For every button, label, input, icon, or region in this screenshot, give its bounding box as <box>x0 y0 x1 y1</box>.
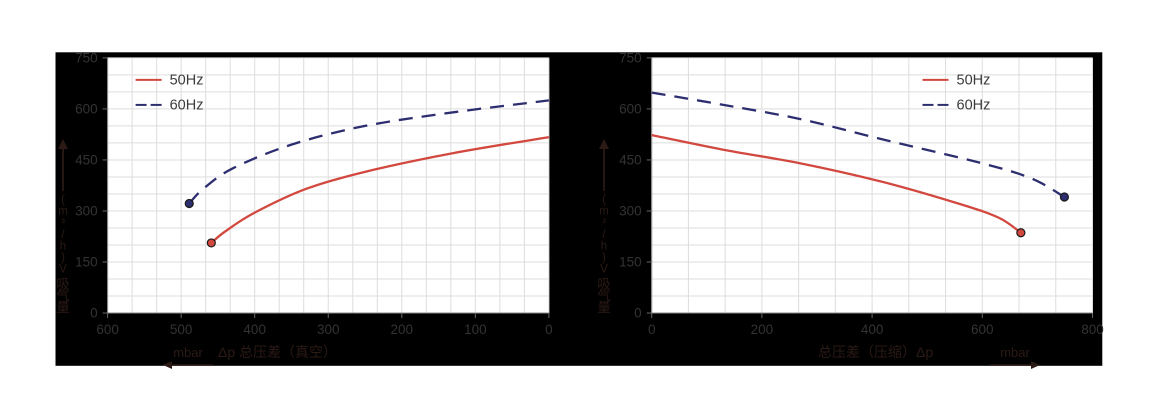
svg-text:300: 300 <box>317 322 340 337</box>
svg-text:400: 400 <box>861 322 884 337</box>
svg-text:m: m <box>599 206 609 218</box>
svg-text:mbar: mbar <box>1000 345 1030 360</box>
svg-text:³: ³ <box>602 217 606 229</box>
svg-text:0: 0 <box>545 322 553 337</box>
svg-text:600: 600 <box>96 322 119 337</box>
svg-text:m: m <box>58 206 68 218</box>
svg-text:0: 0 <box>648 322 656 337</box>
svg-text:600: 600 <box>971 322 994 337</box>
svg-text:100: 100 <box>464 322 487 337</box>
svg-text:600: 600 <box>75 101 98 116</box>
svg-text:0: 0 <box>90 306 98 321</box>
svg-text:): ) <box>61 252 65 264</box>
svg-text:V: V <box>59 264 67 276</box>
svg-text:(: ( <box>61 194 65 206</box>
svg-text:0: 0 <box>634 306 642 321</box>
svg-text:200: 200 <box>391 322 414 337</box>
svg-text:150: 150 <box>75 254 98 269</box>
svg-text:h: h <box>601 240 607 252</box>
svg-text:³: ³ <box>61 217 65 229</box>
svg-text:300: 300 <box>75 203 98 218</box>
svg-text:量: 量 <box>597 300 611 315</box>
svg-text:300: 300 <box>619 203 642 218</box>
svg-text:总压差（压缩）Δp: 总压差（压缩）Δp <box>818 344 933 360</box>
svg-text:h: h <box>60 240 66 252</box>
svg-text:V: V <box>600 264 608 276</box>
svg-text:400: 400 <box>243 322 266 337</box>
svg-text:Δp 总压差（真空）: Δp 总压差（真空） <box>218 344 337 360</box>
svg-text:800: 800 <box>1081 322 1104 337</box>
svg-text:450: 450 <box>75 152 98 167</box>
svg-text:150: 150 <box>619 254 642 269</box>
svg-text:450: 450 <box>619 152 642 167</box>
svg-text:200: 200 <box>751 322 774 337</box>
svg-text:50Hz: 50Hz <box>957 72 991 88</box>
svg-text:750: 750 <box>619 50 642 65</box>
svg-text:(: ( <box>602 194 606 206</box>
svg-text:mbar: mbar <box>173 345 203 360</box>
svg-text:量: 量 <box>56 300 70 315</box>
svg-text:600: 600 <box>619 101 642 116</box>
svg-text:500: 500 <box>170 322 193 337</box>
svg-text:50Hz: 50Hz <box>170 72 204 88</box>
svg-text:): ) <box>602 252 606 264</box>
svg-text:750: 750 <box>75 50 98 65</box>
svg-text:60Hz: 60Hz <box>170 97 204 113</box>
svg-text:60Hz: 60Hz <box>957 97 991 113</box>
